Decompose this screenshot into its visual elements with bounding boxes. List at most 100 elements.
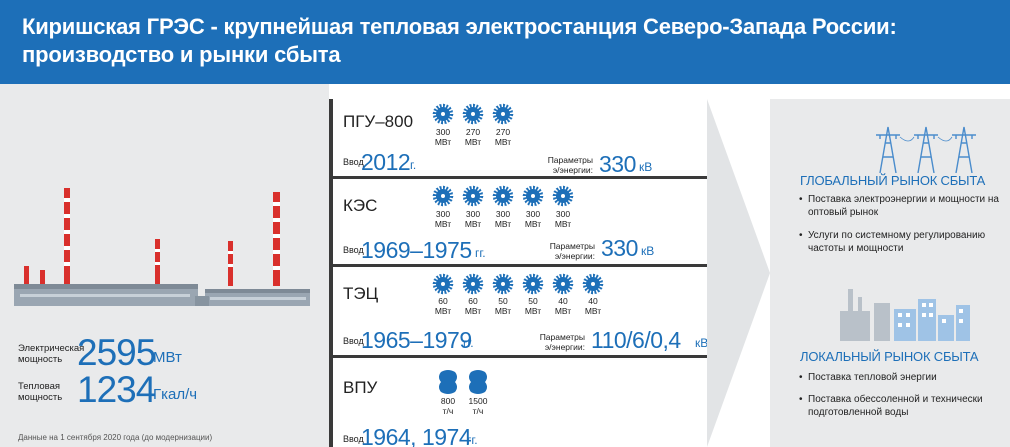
unit-capacity-value: 300 xyxy=(465,209,481,219)
voltage-params-line: Параметры xyxy=(549,241,595,251)
commission-year-suffix: г. xyxy=(410,158,417,172)
thermal-capacity-unit: Гкал/ч xyxy=(153,386,198,403)
unit-capacity-label: МВт xyxy=(524,219,542,229)
unit-capacity-label: т/ч xyxy=(472,406,484,416)
data-note: Данные на 1 сентября 2020 года (до модер… xyxy=(18,433,213,442)
unit-capacity-value: 800 xyxy=(440,396,456,406)
electric-capacity-label: Электрическая мощность xyxy=(18,343,84,365)
section-title: ТЭЦ xyxy=(343,284,379,303)
unit-capacity-value: 300 xyxy=(435,127,451,137)
unit-capacity-value: 270 xyxy=(465,127,481,137)
unit-capacity-value: 60 xyxy=(468,296,478,306)
turbine-icon xyxy=(462,273,486,295)
unit-capacity: 1500 т/ч xyxy=(464,396,492,416)
unit-capacity-label: МВт xyxy=(464,219,482,229)
unit-capacity: 800 т/ч xyxy=(434,396,462,416)
voltage-params-line: э/энергии: xyxy=(544,342,585,352)
section-divider xyxy=(333,176,710,179)
voltage-unit: кВ xyxy=(695,336,709,350)
page-header: Киришская ГРЭС - крупнейшая тепловая эле… xyxy=(0,0,1010,84)
section-divider xyxy=(333,264,710,267)
turbine-icon xyxy=(582,273,606,295)
turbine-icon xyxy=(492,185,516,207)
commission-year-suffix: гг. xyxy=(463,336,474,350)
voltage-unit: кВ xyxy=(639,160,653,174)
turbine-icon xyxy=(432,185,456,207)
power-pylon-icon xyxy=(876,126,976,173)
water-treatment-icon xyxy=(467,369,491,395)
thermal-capacity-label: Тепловая мощность xyxy=(18,381,62,403)
commission-year-suffix: гг. xyxy=(467,433,478,447)
voltage-params-label: Параметры э/энергии: xyxy=(525,332,585,352)
unit-capacity: 300 МВт xyxy=(519,209,547,229)
local-market-title: ЛОКАЛЬНЫЙ РЫНОК СБЫТА xyxy=(800,349,979,364)
unit-capacity-value: 300 xyxy=(435,209,451,219)
voltage-value: 110/6/0,4 xyxy=(591,327,681,353)
unit-capacity-label: т/ч xyxy=(442,406,454,416)
markets-panel: ГЛОБАЛЬНЫЙ РЫНОК СБЫТА Поставка электроэ… xyxy=(770,99,1010,447)
section-title: ВПУ xyxy=(343,378,378,397)
unit-capacity-value: 40 xyxy=(588,296,598,306)
commission-label: Ввод xyxy=(343,434,364,444)
global-market-title: ГЛОБАЛЬНЫЙ РЫНОК СБЫТА xyxy=(800,173,986,188)
turbine-icon xyxy=(492,273,516,295)
unit-capacity-value: 50 xyxy=(528,296,538,306)
voltage-params-line: Параметры xyxy=(547,155,593,165)
unit-capacity: 270 МВт xyxy=(459,127,487,147)
unit-capacity-label: МВт xyxy=(434,137,452,147)
section-vpu: ВПУ 800 т/ч 1500 т/ч Ввод 1964, 1974 гг. xyxy=(333,358,710,447)
page-title-line-2: производство и рынки сбыта xyxy=(22,42,341,67)
turbine-icon xyxy=(462,185,486,207)
global-market-item-2: Услуги по системному регулированию часто… xyxy=(799,229,1004,255)
voltage-params-line: Параметры xyxy=(539,332,585,342)
electric-capacity-unit: МВт xyxy=(153,349,182,366)
unit-capacity: 40 МВт xyxy=(579,296,607,316)
commission-label: Ввод xyxy=(343,336,364,346)
unit-capacity-label: МВт xyxy=(554,219,572,229)
thermal-capacity-value: 1234 xyxy=(77,369,156,410)
electric-label-line-2: мощность xyxy=(18,354,63,365)
divider xyxy=(329,99,333,447)
turbine-icon xyxy=(432,103,456,125)
unit-capacity-value: 300 xyxy=(555,209,571,219)
unit-capacity-label: МВт xyxy=(464,137,482,147)
unit-capacity: 300 МВт xyxy=(459,209,487,229)
electric-label-line-1: Электрическая xyxy=(18,343,85,354)
commission-label: Ввод xyxy=(343,157,364,167)
turbine-icon xyxy=(552,273,576,295)
unit-capacity-label: МВт xyxy=(464,306,482,316)
unit-capacity-label: МВт xyxy=(584,306,602,316)
local-market-item-1: Поставка тепловой энергии xyxy=(799,371,1004,384)
page-title-line-1: Киришская ГРЭС - крупнейшая тепловая эле… xyxy=(22,14,897,39)
unit-capacity-label: МВт xyxy=(434,219,452,229)
section-divider xyxy=(333,355,710,358)
flow-arrow xyxy=(707,99,770,447)
unit-capacity-label: МВт xyxy=(524,306,542,316)
thermal-label-line-2: мощность xyxy=(18,392,63,403)
power-plant-illustration xyxy=(14,188,310,306)
section-tets: ТЭЦ 60 МВт 60 МВт 50 МВт 50 МВт 40 МВт 40 МВт Ввод 196… xyxy=(333,267,710,355)
unit-capacity: 50 МВт xyxy=(489,296,517,316)
turbine-icon xyxy=(552,185,576,207)
voltage-params-label: Параметры э/энергии: xyxy=(533,155,593,175)
unit-capacity-value: 60 xyxy=(438,296,448,306)
unit-capacity: 300 МВт xyxy=(489,209,517,229)
unit-capacity-value: 40 xyxy=(558,296,568,306)
water-treatment-icon xyxy=(437,369,461,395)
voltage-params-line: э/энергии: xyxy=(552,165,593,175)
commission-year-suffix: гг. xyxy=(475,246,486,260)
commission-year: 1969–1975 xyxy=(361,237,472,263)
thermal-label-line-1: Тепловая xyxy=(18,381,60,392)
section-title: ПГУ–800 xyxy=(343,112,414,131)
unit-capacity-value: 50 xyxy=(498,296,508,306)
unit-capacity: 60 МВт xyxy=(429,296,457,316)
unit-capacity: 300 МВт xyxy=(429,127,457,147)
unit-capacity: 60 МВт xyxy=(459,296,487,316)
local-market-item-2: Поставка обессоленной и технически подго… xyxy=(799,393,1004,419)
voltage-unit: кВ xyxy=(641,244,655,258)
unit-capacity-label: МВт xyxy=(554,306,572,316)
turbine-icon xyxy=(462,103,486,125)
voltage-params-line: э/энергии: xyxy=(554,251,595,261)
plant-panel: Электрическая мощность 2595 МВт Тепловая… xyxy=(0,84,329,447)
generation-units: ПГУ–800 300 МВт 270 МВт 270 МВт Ввод 2012 г. Парам… xyxy=(333,99,710,447)
